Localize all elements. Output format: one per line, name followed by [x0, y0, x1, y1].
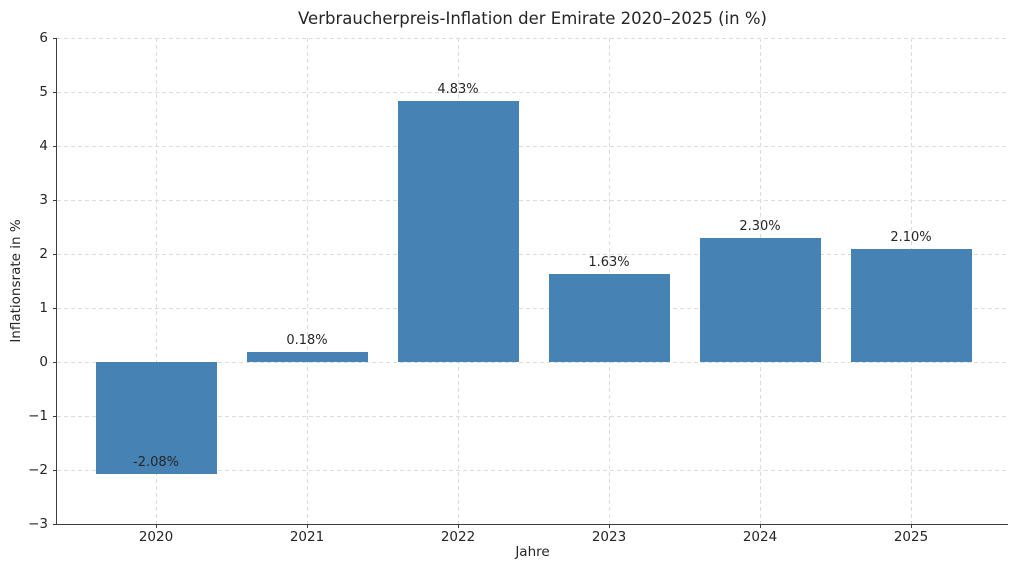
- y-tick-label: −1: [28, 407, 48, 424]
- bar-2020: [95, 362, 217, 475]
- x-tick-label: 2025: [893, 529, 929, 545]
- x-tick-mark: [910, 524, 912, 528]
- x-gridline: [307, 38, 308, 524]
- y-gridline: [57, 361, 1008, 363]
- x-tick-label: 2024: [742, 529, 778, 545]
- y-tick-mark: [53, 91, 57, 93]
- y-tick-label: 6: [39, 29, 48, 46]
- y-gridline: [57, 253, 1008, 255]
- y-gridline: [57, 145, 1008, 147]
- y-gridline: [57, 469, 1008, 471]
- x-axis-label: Jahre: [515, 544, 550, 560]
- y-tick-mark: [53, 415, 57, 417]
- x-tick-mark: [759, 524, 761, 528]
- y-tick-mark: [53, 469, 57, 471]
- y-tick-label: 2: [39, 245, 48, 262]
- bar-2023: [548, 273, 670, 362]
- y-tick-mark: [53, 361, 57, 363]
- x-tick-label: 2022: [440, 529, 476, 545]
- x-tick-label: 2023: [591, 529, 627, 545]
- y-tick-mark: [53, 199, 57, 201]
- x-tick-label: 2021: [289, 529, 325, 545]
- y-tick-label: 4: [39, 137, 48, 154]
- y-tick-label: 3: [39, 191, 48, 208]
- bar-value-label: 4.83%: [437, 82, 479, 98]
- y-gridline: [57, 37, 1008, 39]
- x-gridline: [156, 38, 157, 524]
- bar-2021: [246, 352, 368, 362]
- bar-value-label: 1.63%: [588, 254, 630, 270]
- bar-value-label: -2.08%: [133, 455, 179, 471]
- y-tick-mark: [53, 523, 57, 525]
- y-tick-mark: [53, 253, 57, 255]
- y-gridline: [57, 91, 1008, 93]
- y-tick-label: −3: [28, 515, 48, 532]
- x-tick-mark: [155, 524, 157, 528]
- y-gridline: [57, 199, 1008, 201]
- y-gridline: [57, 415, 1008, 417]
- bar-2024: [699, 237, 821, 362]
- bottom-spine: [56, 523, 1008, 525]
- bar-value-label: 0.18%: [286, 333, 328, 349]
- y-tick-label: 1: [39, 299, 48, 316]
- y-tick-label: −2: [28, 461, 48, 478]
- y-tick-label: 0: [39, 353, 48, 370]
- y-tick-mark: [53, 145, 57, 147]
- bar-2025: [850, 248, 972, 362]
- left-spine: [56, 38, 58, 524]
- bar-value-label: 2.30%: [739, 218, 781, 234]
- y-tick-label: 5: [39, 83, 48, 100]
- y-tick-mark: [53, 307, 57, 309]
- bar-value-label: 2.10%: [890, 229, 932, 245]
- x-tick-label: 2020: [138, 529, 174, 545]
- x-tick-mark: [457, 524, 459, 528]
- bar-2022: [397, 101, 519, 362]
- x-tick-mark: [608, 524, 610, 528]
- y-gridline: [57, 307, 1008, 309]
- x-tick-mark: [306, 524, 308, 528]
- y-tick-mark: [53, 37, 57, 39]
- chart-title: Verbraucherpreis-Inflation der Emirate 2…: [298, 9, 767, 28]
